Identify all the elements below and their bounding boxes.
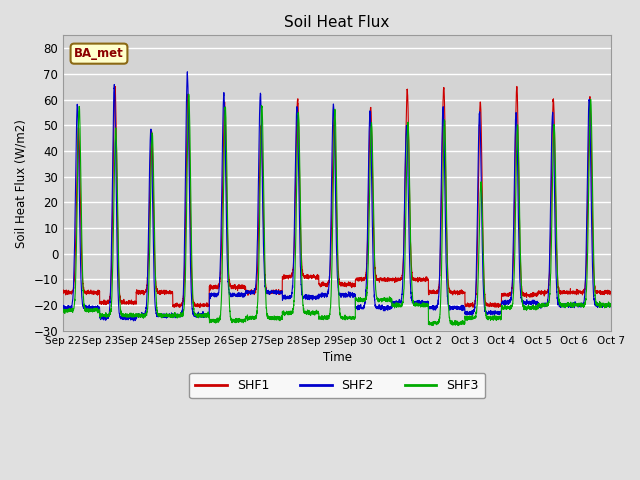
SHF3 bbox=[429, 319, 437, 325]
SHF3 bbox=[157, 313, 165, 319]
SHF1 bbox=[607, 292, 615, 298]
Text: BA_met: BA_met bbox=[74, 47, 124, 60]
SHF2 bbox=[460, 304, 468, 310]
Legend: SHF1, SHF2, SHF3: SHF1, SHF2, SHF3 bbox=[189, 373, 485, 398]
SHF2 bbox=[60, 304, 67, 310]
SHF2 bbox=[158, 313, 166, 319]
SHF2 bbox=[607, 301, 614, 307]
SHF3 bbox=[607, 302, 615, 308]
SHF2 bbox=[607, 303, 615, 309]
SHF1 bbox=[317, 281, 324, 287]
SHF1 bbox=[111, 84, 119, 89]
Title: Soil Heat Flux: Soil Heat Flux bbox=[284, 15, 390, 30]
Y-axis label: Soil Heat Flux (W/m2): Soil Heat Flux (W/m2) bbox=[15, 119, 28, 248]
SHF2 bbox=[184, 69, 191, 75]
SHF2 bbox=[129, 318, 137, 324]
X-axis label: Time: Time bbox=[323, 351, 351, 364]
SHF2 bbox=[492, 308, 499, 313]
SHF3 bbox=[185, 91, 193, 97]
SHF3 bbox=[492, 316, 499, 322]
SHF2 bbox=[317, 292, 324, 298]
SHF3 bbox=[460, 319, 468, 324]
SHF3 bbox=[607, 304, 614, 310]
SHF1 bbox=[607, 290, 614, 296]
SHF3 bbox=[454, 323, 462, 328]
SHF1 bbox=[196, 305, 204, 311]
SHF1 bbox=[158, 288, 166, 294]
SHF1 bbox=[492, 300, 499, 306]
SHF3 bbox=[317, 315, 324, 321]
SHF1 bbox=[430, 288, 438, 294]
SHF1 bbox=[60, 288, 67, 293]
SHF1 bbox=[460, 289, 468, 295]
Line: SHF2: SHF2 bbox=[63, 72, 611, 321]
SHF2 bbox=[430, 306, 438, 312]
SHF3 bbox=[60, 308, 67, 314]
Line: SHF1: SHF1 bbox=[63, 86, 611, 308]
Line: SHF3: SHF3 bbox=[63, 94, 611, 325]
